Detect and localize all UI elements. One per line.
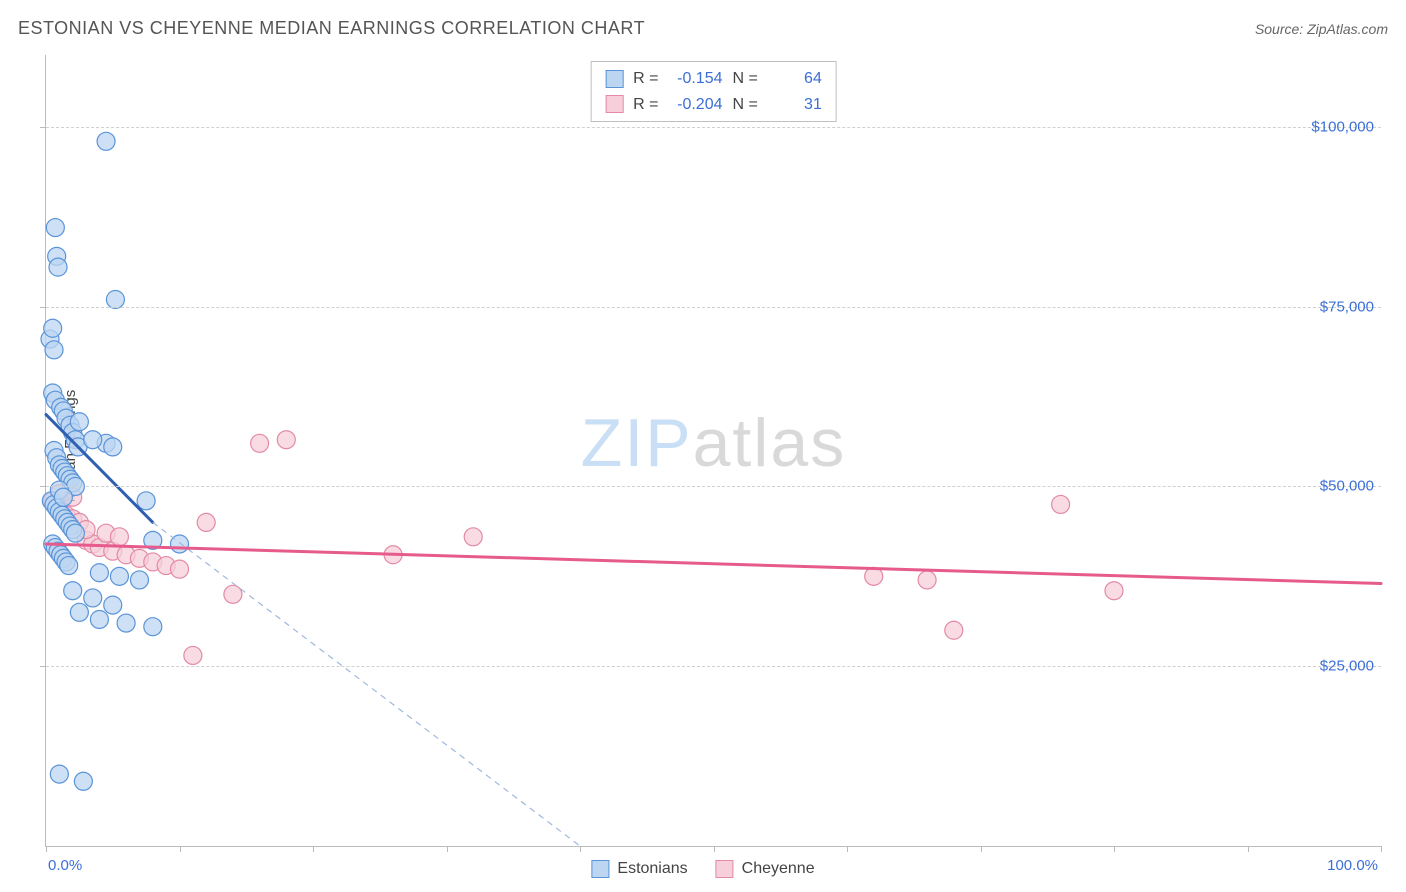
source-attribution: Source: ZipAtlas.com xyxy=(1255,21,1388,37)
swatch-cheyenne xyxy=(716,860,734,878)
chart-title: ESTONIAN VS CHEYENNE MEDIAN EARNINGS COR… xyxy=(18,18,645,39)
n-value-cheyenne: 31 xyxy=(768,92,822,118)
r-label: R = xyxy=(633,66,658,92)
x-axis-min-label: 0.0% xyxy=(48,857,82,874)
n-label: N = xyxy=(733,92,758,118)
scatter-svg xyxy=(46,55,1381,846)
r-label: R = xyxy=(633,92,658,118)
n-label: N = xyxy=(733,66,758,92)
legend-label-estonians: Estonians xyxy=(617,860,687,878)
y-tick-label: $75,000 xyxy=(1320,298,1374,315)
swatch-estonians xyxy=(605,70,623,88)
legend-item-cheyenne: Cheyenne xyxy=(716,860,815,878)
swatch-estonians xyxy=(591,860,609,878)
source-prefix: Source: xyxy=(1255,21,1307,37)
r-value-estonians: -0.154 xyxy=(669,66,723,92)
x-axis-max-label: 100.0% xyxy=(1327,857,1378,874)
bottom-legend: Estonians Cheyenne xyxy=(591,860,814,878)
legend-item-estonians: Estonians xyxy=(591,860,687,878)
y-tick-label: $25,000 xyxy=(1320,658,1374,675)
y-tick-label: $50,000 xyxy=(1320,478,1374,495)
swatch-cheyenne xyxy=(605,95,623,113)
stats-row-estonians: R = -0.154 N = 64 xyxy=(605,66,822,92)
chart-header: ESTONIAN VS CHEYENNE MEDIAN EARNINGS COR… xyxy=(18,18,1388,39)
correlation-stats-box: R = -0.154 N = 64 R = -0.204 N = 31 xyxy=(590,61,837,122)
r-value-cheyenne: -0.204 xyxy=(669,92,723,118)
legend-label-cheyenne: Cheyenne xyxy=(742,860,815,878)
y-tick-label: $100,000 xyxy=(1311,118,1374,135)
stats-row-cheyenne: R = -0.204 N = 31 xyxy=(605,92,822,118)
source-name: ZipAtlas.com xyxy=(1307,21,1388,37)
plot-area: ZIPatlas R = -0.154 N = 64 R = -0.204 N … xyxy=(45,55,1381,847)
n-value-estonians: 64 xyxy=(768,66,822,92)
